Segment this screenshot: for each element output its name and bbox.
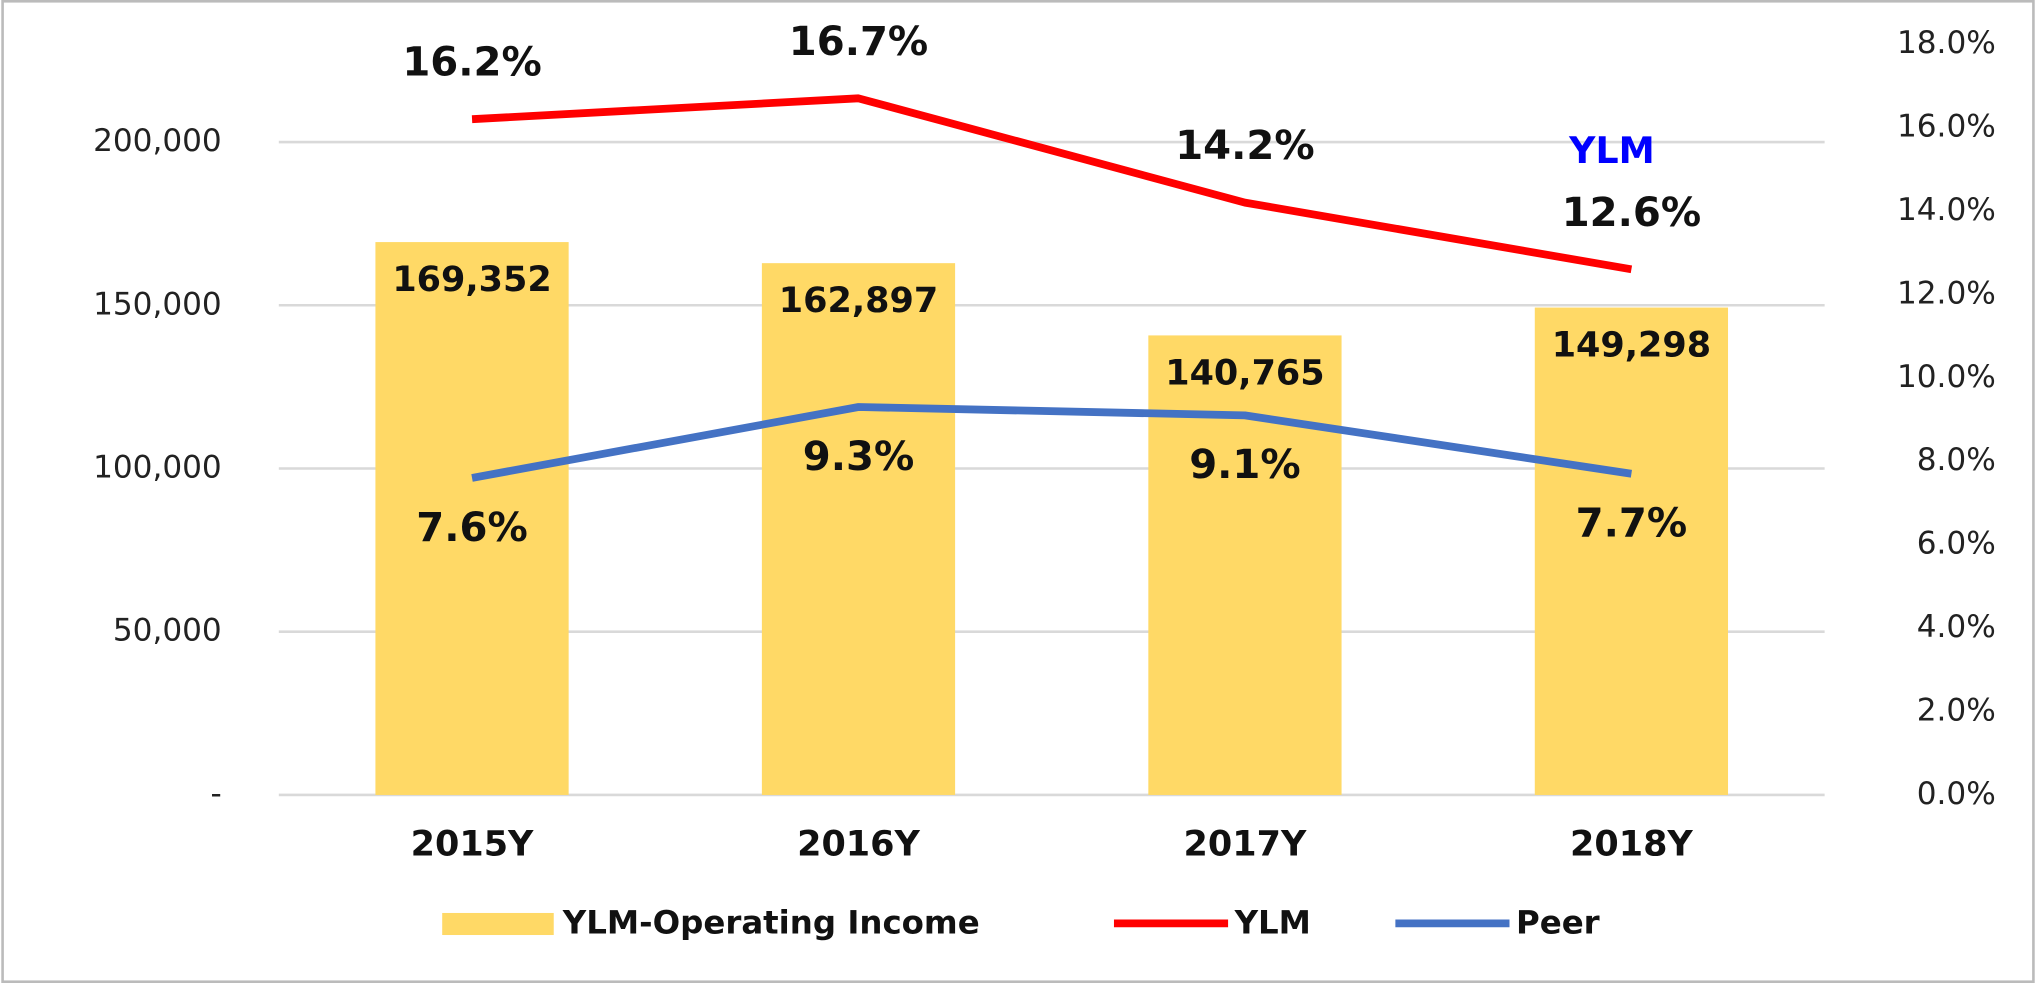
y2-tick-label: 0.0% [1917, 776, 1996, 812]
bar [1534, 307, 1729, 795]
x-tick-label: 2017Y [1184, 825, 1307, 865]
y-tick-label: 50,000 [113, 613, 222, 649]
legend-label: YLM [1234, 904, 1311, 942]
bar-label: 162,897 [779, 281, 938, 321]
x-tick-label: 2016Y [797, 825, 920, 865]
bar-label: 169,352 [392, 260, 551, 300]
bar [375, 242, 569, 795]
y-tick-label: - [211, 776, 222, 812]
line-label: 12.6% [1562, 190, 1701, 236]
annotation: YLM [1568, 129, 1655, 172]
bar [761, 263, 956, 795]
y2-tick-label: 2.0% [1917, 693, 1996, 729]
line-label: 16.2% [402, 40, 541, 86]
line [471, 403, 1632, 482]
line-label: 7.7% [1576, 501, 1687, 547]
y2-tick-label: 12.0% [1897, 275, 1996, 311]
x-tick-label: 2018Y [1570, 825, 1693, 865]
y2-tick-label: 4.0% [1917, 609, 1996, 645]
y2-tick-label: 16.0% [1897, 109, 1996, 145]
x-tick-label: 2015Y [411, 825, 534, 865]
legend-label: Peer [1516, 904, 1600, 942]
legend-label: YLM-Operating Income [562, 904, 980, 942]
y-tick-label: 200,000 [93, 123, 222, 159]
legend-swatch [442, 912, 554, 936]
line-label: 14.2% [1175, 123, 1314, 169]
y2-tick-label: 18.0% [1897, 25, 1996, 61]
bar-label: 140,765 [1165, 353, 1324, 393]
y-tick-label: 100,000 [93, 449, 222, 485]
bar [1148, 335, 1342, 795]
y2-tick-label: 6.0% [1917, 526, 1996, 562]
line-label: 9.1% [1189, 442, 1300, 488]
y2-tick-label: 10.0% [1897, 359, 1996, 395]
y2-tick-label: 14.0% [1897, 192, 1996, 228]
line-label: 7.6% [416, 505, 527, 551]
bar-label: 149,298 [1552, 325, 1711, 365]
line-label: 9.3% [803, 434, 914, 480]
line-label: 16.7% [789, 19, 928, 65]
line [471, 94, 1633, 274]
y2-tick-label: 8.0% [1917, 442, 1996, 478]
y-tick-label: 150,000 [93, 286, 222, 322]
